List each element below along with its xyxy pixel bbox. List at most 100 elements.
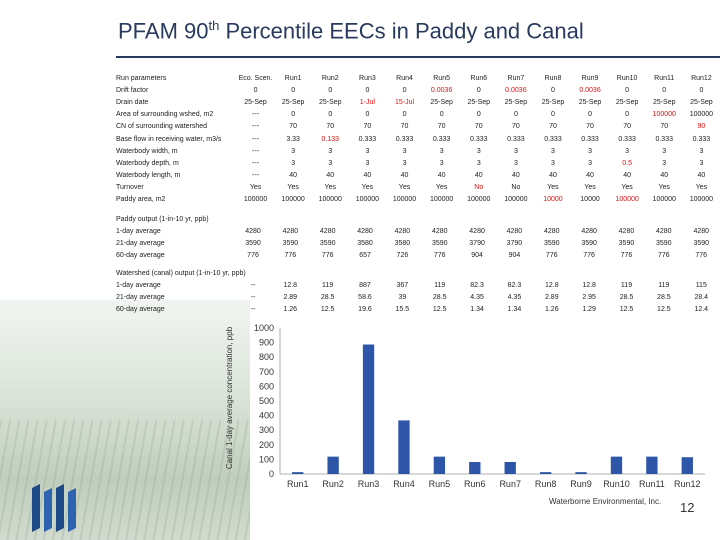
y-tick-label: 300: [259, 425, 274, 435]
table-cell: 4280: [581, 227, 597, 235]
header-cell: Run10: [616, 74, 638, 82]
table-cell: 70: [623, 123, 631, 131]
table-cell: 0: [365, 86, 370, 94]
table-cell: ---: [252, 135, 260, 143]
table-cell: 3: [402, 147, 407, 155]
bar-run3: [362, 344, 375, 474]
table-header-row: Run parameters Eco. Scen. Run1 Run2 Run3 Run4…: [116, 72, 720, 84]
table-cell: 115: [695, 281, 707, 289]
table-cell: Yes: [361, 184, 374, 192]
table-cell: Yes: [695, 184, 708, 192]
x-tick-label: Run7: [499, 479, 521, 489]
table-cell: 367: [396, 281, 409, 289]
table-cell: 70: [363, 123, 372, 131]
table-cell: 15-Jul: [394, 98, 415, 106]
table-row: 21-day average -- 2.89 28.5 58.6 39 28.5 4.35 4.…: [116, 291, 720, 303]
table-cell: 0: [699, 86, 704, 94]
watershed-output-table: Watershed (canal) output (1-in-10 yr, pp…: [116, 267, 720, 316]
table-cell: 12.5: [432, 306, 447, 314]
bar-run5: [433, 456, 446, 474]
table-cell: 776: [284, 252, 297, 260]
table-cell: Yes: [287, 184, 299, 192]
table-cell: 3: [328, 159, 333, 167]
row-label: Drift factor: [116, 86, 149, 94]
table-cell: 1.34: [507, 306, 522, 314]
table-cell: 3: [476, 147, 481, 155]
table-cell: ---: [252, 147, 260, 155]
table-cell: 3580: [394, 239, 411, 247]
table-cell: 25-Sep: [318, 98, 342, 106]
table-cell: 4.35: [507, 293, 522, 301]
table-cell: 4280: [656, 227, 672, 235]
table-cell: 70: [660, 123, 669, 131]
table-cell: 100000: [504, 196, 528, 204]
title-underline: [116, 56, 720, 58]
table-cell: 776: [247, 252, 259, 260]
table-cell: Yes: [435, 184, 448, 192]
table-cell: 70: [549, 123, 557, 131]
run-parameters-table: Run parameters Eco. Scen. Run1 Run2 Run3 Run4…: [116, 72, 720, 206]
table-cell: 3: [699, 159, 704, 167]
table-cell: 0.333: [432, 135, 451, 143]
table-cell: 0: [476, 111, 481, 119]
paddy-output-table: Paddy output (1-in-10 yr, ppb) 1-day aver…: [116, 213, 720, 262]
table-cell: 3590: [543, 239, 560, 247]
table-cell: 70: [326, 123, 335, 131]
x-tick-label: Run9: [570, 479, 592, 489]
row-label: Drain date: [116, 98, 149, 106]
table-cell: 4280: [506, 227, 523, 235]
table-row: Paddy area, m2 100000 100000 100000 100000 10…: [116, 194, 720, 206]
table-cell: 776: [620, 252, 633, 260]
table-cell: 58.6: [358, 293, 372, 301]
row-label: CN of surrounding watershed: [116, 123, 208, 131]
bar-run2: [327, 456, 339, 474]
table-cell: 4280: [319, 227, 336, 235]
table-cell: 3590: [581, 239, 597, 247]
table-cell: 12.4: [694, 306, 709, 314]
table-row: Drift factor 0 0 0 0 0 0.0036 0 0.0036 0 0.0036 0 0 0: [116, 84, 720, 96]
table-cell: 0.0036: [505, 86, 527, 94]
table-cell: 40: [549, 172, 557, 180]
table-cell: 100000: [615, 196, 639, 204]
table-cell: 0: [402, 111, 407, 119]
x-tick-label: Run2: [322, 479, 344, 489]
table-cell: Yes: [621, 184, 633, 192]
x-tick-label: Run5: [429, 479, 451, 489]
table-cell: 2.89: [283, 293, 298, 301]
row-label: 21-day average: [116, 239, 165, 247]
table-cell: 40: [474, 172, 483, 180]
table-cell: 3: [328, 147, 333, 155]
header-cell: Run4: [396, 74, 413, 82]
x-tick-label: Run8: [535, 479, 557, 489]
y-tick-label: 1000: [254, 323, 274, 333]
table-cell: 70: [289, 123, 298, 131]
section-heading-row: Watershed (canal) output (1-in-10 yr, pp…: [116, 267, 720, 279]
table-cell: 0.333: [470, 135, 488, 143]
section-heading-row: Paddy output (1-in-10 yr, ppb): [116, 213, 720, 225]
header-cell: Run11: [654, 74, 675, 82]
table-cell: 40: [623, 172, 631, 180]
table-row: Waterbody width, m --- 3 3 3 3 3 3 3 3 3 3 3 3: [116, 145, 720, 157]
header-cell: Run3: [359, 74, 376, 82]
header-cell: Run6: [470, 74, 488, 82]
bar-run9: [575, 472, 587, 474]
table-cell: 0.333: [618, 135, 636, 143]
table-cell: Yes: [249, 184, 262, 192]
section-heading: Watershed (canal) output (1-in-10 yr, pp…: [116, 269, 246, 277]
table-cell: 0.133: [321, 135, 340, 143]
table-cell: 3: [625, 147, 630, 155]
table-cell: 3: [365, 147, 370, 155]
table-row: Turnover Yes Yes Yes Yes Yes Yes No No Yes Yes Yes Y…: [116, 182, 720, 194]
y-tick-label: 200: [259, 440, 274, 450]
table-cell: Yes: [584, 184, 596, 192]
table-cell: 25-Sep: [467, 98, 491, 106]
table-cell: 40: [289, 172, 298, 180]
table-cell: 3: [662, 159, 667, 167]
bar-run7: [504, 461, 516, 474]
table-cell: 40: [326, 172, 335, 180]
table-cell: 3: [551, 147, 555, 155]
section-heading: Paddy output (1-in-10 yr, ppb): [116, 215, 209, 223]
table-cell: 776: [545, 252, 558, 260]
table-cell: 70: [586, 123, 594, 131]
y-tick-label: 0: [269, 469, 274, 479]
